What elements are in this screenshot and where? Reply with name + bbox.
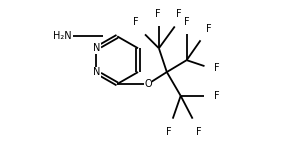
Text: F: F: [214, 91, 220, 101]
Text: N: N: [93, 43, 100, 53]
Text: O: O: [144, 79, 152, 89]
Text: F: F: [155, 9, 161, 19]
Text: H₂N: H₂N: [53, 31, 72, 41]
Text: F: F: [196, 127, 201, 136]
Text: N: N: [93, 67, 100, 77]
Text: F: F: [176, 9, 181, 19]
Text: F: F: [206, 24, 212, 34]
Text: F: F: [133, 17, 139, 27]
Text: F: F: [214, 63, 220, 73]
Text: F: F: [184, 17, 189, 27]
Text: F: F: [166, 127, 171, 136]
